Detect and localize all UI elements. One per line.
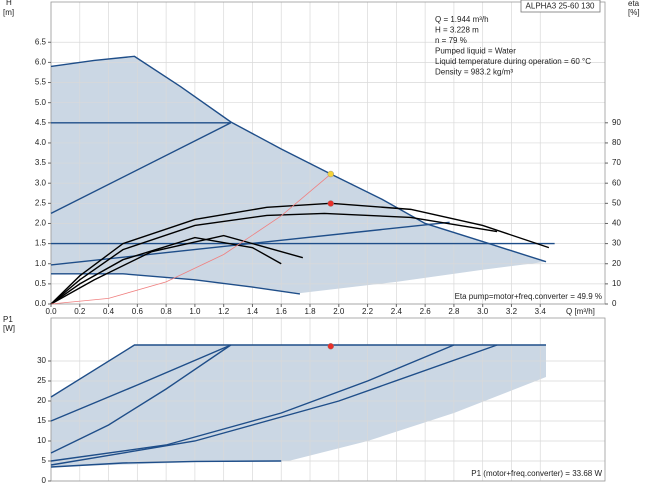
info-line: Pumped liquid = Water — [435, 47, 516, 56]
duty-point — [327, 200, 334, 207]
curve — [50, 344, 498, 466]
y-axis-unit: [m] — [3, 8, 14, 17]
y2-tick-label: 40 — [612, 219, 621, 228]
info-line: Q = 1.944 m³/h — [435, 15, 489, 24]
y-axis-unit: [W] — [3, 324, 15, 333]
y-tick-label: 20 — [37, 396, 46, 405]
info-line: Density = 983.2 kg/m³ — [435, 68, 513, 77]
y-tick-label: 5.5 — [35, 78, 47, 87]
y-tick-label: 0 — [42, 476, 47, 485]
note: P1 (motor+freq.converter) = 33.68 W — [471, 469, 602, 478]
operating-area — [51, 56, 547, 294]
x-tick-label: 1.2 — [218, 307, 230, 316]
x-tick-label: 1.4 — [247, 307, 259, 316]
efficiency-curve — [50, 212, 498, 305]
info-line: n = 79 % — [435, 36, 467, 45]
curve — [50, 344, 232, 422]
y-tick-label: 30 — [37, 356, 46, 365]
y-tick-label: 3.0 — [35, 178, 47, 187]
efficiency-curve — [50, 202, 550, 305]
x-tick-label: 0.6 — [132, 307, 144, 316]
y-tick-label: 2.5 — [35, 198, 47, 207]
y2-tick-label: 70 — [612, 158, 621, 167]
y-tick-label: 4.0 — [35, 138, 47, 147]
note: Eta pump=motor+freq.converter = 49.9 % — [455, 292, 602, 301]
y2-tick-label: 30 — [612, 239, 621, 248]
efficiency-curve — [50, 236, 282, 305]
y-tick-label: 10 — [37, 436, 46, 445]
y-tick-label: 0.5 — [35, 279, 47, 288]
y2-tick-label: 20 — [612, 259, 621, 268]
y2-tick-label: 50 — [612, 198, 621, 207]
plot-frame — [50, 1, 606, 305]
x-tick-label: 2.0 — [333, 307, 345, 316]
x-tick-label: 3.4 — [535, 307, 547, 316]
y-tick-label: 0.0 — [35, 299, 47, 308]
y2-axis-unit: [%] — [628, 8, 640, 17]
y-tick-label: 25 — [37, 376, 46, 385]
x-tick-label: 0.2 — [74, 307, 86, 316]
y-tick-label: 4.5 — [35, 118, 47, 127]
x-tick-label: 1.0 — [189, 307, 201, 316]
curve — [50, 344, 232, 454]
duty-point — [327, 170, 334, 178]
y-tick-label: 1.0 — [35, 259, 47, 268]
y2-tick-label: 90 — [612, 118, 621, 127]
y-tick-label: 6.5 — [35, 37, 47, 46]
x-tick-label: 2.2 — [362, 307, 374, 316]
x-tick-label: 0.8 — [161, 307, 173, 316]
y-tick-label: 2.0 — [35, 219, 47, 228]
curve — [50, 344, 455, 462]
y2-tick-label: 80 — [612, 138, 621, 147]
plot-frame — [50, 317, 606, 482]
x-tick-label: 1.8 — [304, 307, 316, 316]
curve — [50, 122, 232, 215]
x-tick-label: 2.8 — [448, 307, 460, 316]
x-axis-label: Q [m³/h] — [566, 307, 595, 316]
x-tick-label: 3.0 — [477, 307, 489, 316]
curve — [50, 55, 547, 263]
y2-tick-label: 0 — [612, 299, 617, 308]
y-tick-label: 15 — [37, 416, 46, 425]
y-tick-label: 6.0 — [35, 58, 47, 67]
x-tick-label: 2.4 — [391, 307, 403, 316]
info-line: Liquid temperature during operation = 60… — [435, 57, 591, 66]
y-tick-label: 5 — [42, 456, 47, 465]
y2-axis-label: eta — [628, 0, 640, 8]
y-axis-label: H — [6, 0, 12, 7]
duty-point — [327, 343, 334, 350]
y2-tick-label: 10 — [612, 279, 621, 288]
curve — [50, 173, 331, 305]
chart-title: ALPHA3 25-60 130 — [526, 2, 595, 11]
efficiency-curve — [50, 234, 304, 305]
y-tick-label: 1.5 — [35, 239, 47, 248]
curve — [50, 344, 547, 398]
x-tick-label: 2.6 — [420, 307, 432, 316]
y-tick-label: 3.5 — [35, 158, 47, 167]
x-tick-label: 1.6 — [276, 307, 288, 316]
y-tick-label: 5.0 — [35, 98, 47, 107]
x-tick-label: 0.4 — [103, 307, 115, 316]
y-axis-label: P1 — [3, 315, 13, 324]
info-line: H = 3.228 m — [435, 26, 479, 35]
x-tick-label: 0.0 — [45, 307, 57, 316]
title-box — [520, 0, 601, 13]
curve — [50, 460, 282, 468]
y2-tick-label: 60 — [612, 178, 621, 187]
x-tick-label: 3.2 — [506, 307, 518, 316]
